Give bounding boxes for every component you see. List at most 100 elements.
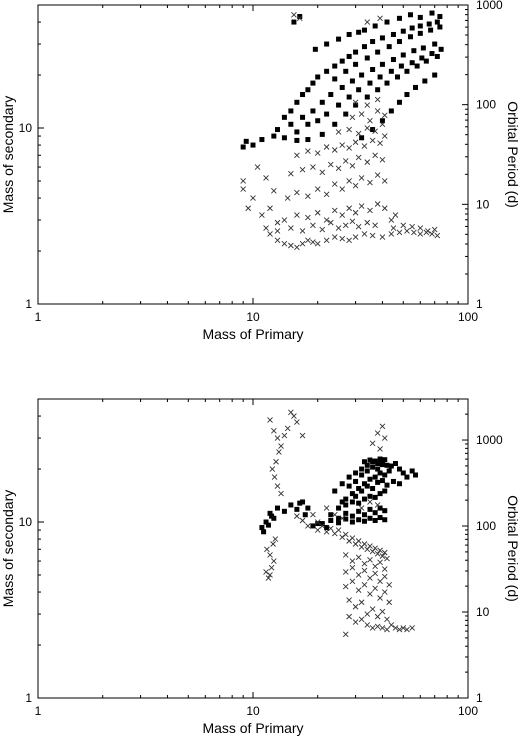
- cross-point: [396, 626, 403, 633]
- cross-point: [342, 569, 349, 575]
- square-point: [379, 35, 385, 41]
- square-point: [349, 499, 355, 505]
- cross-point: [431, 226, 438, 233]
- cross-point: [374, 201, 381, 207]
- square-point: [364, 468, 370, 474]
- square-point: [332, 76, 338, 82]
- cross-point: [294, 152, 300, 159]
- cross-point: [335, 527, 342, 533]
- cross-point: [358, 616, 365, 623]
- square-point: [367, 515, 373, 521]
- cross-point: [374, 550, 381, 557]
- square-point: [359, 135, 365, 141]
- x-tick-label: 1: [35, 310, 42, 324]
- cross-point: [281, 432, 288, 439]
- square-point: [409, 60, 415, 66]
- square-point: [429, 51, 435, 57]
- cross-point: [274, 228, 281, 234]
- square-point: [372, 517, 378, 523]
- square-point: [361, 496, 367, 502]
- cross-point: [327, 219, 334, 226]
- plot-frame: [37, 4, 469, 305]
- cross-point: [319, 523, 326, 529]
- cross-point: [381, 573, 388, 580]
- square-point: [370, 464, 376, 470]
- square-point: [434, 53, 440, 59]
- square-point: [356, 508, 362, 514]
- cross-point: [367, 543, 373, 549]
- square-point: [269, 513, 275, 519]
- square-point: [294, 99, 300, 105]
- cross-point: [327, 525, 334, 532]
- square-point: [310, 108, 316, 114]
- cross-point: [355, 223, 362, 230]
- cross-point: [372, 545, 378, 552]
- square-point: [339, 84, 345, 90]
- y2-tick-label: 100: [476, 98, 496, 112]
- square-point: [274, 505, 280, 511]
- cross-point: [240, 186, 246, 192]
- square-point: [336, 102, 342, 108]
- square-point: [370, 127, 376, 133]
- square-point: [367, 457, 373, 463]
- cross-point: [339, 142, 346, 148]
- cross-point: [299, 240, 306, 247]
- cross-point: [319, 169, 326, 176]
- cross-point: [379, 423, 386, 430]
- cross-point: [323, 217, 330, 223]
- cross-point: [349, 578, 356, 585]
- square-point: [319, 521, 325, 527]
- cross-point: [372, 222, 378, 229]
- cross-point: [278, 443, 284, 449]
- square-point: [372, 510, 378, 516]
- cross-point: [358, 203, 365, 209]
- square-point: [263, 519, 269, 525]
- square-point: [336, 36, 342, 42]
- cross-point: [268, 564, 275, 571]
- square-point: [353, 61, 359, 67]
- cross-point: [417, 225, 424, 231]
- cross-point: [400, 222, 407, 229]
- cross-point: [355, 538, 362, 544]
- cross-point: [352, 182, 359, 189]
- cross-point: [355, 587, 362, 593]
- cross-point: [339, 212, 346, 218]
- cross-point: [281, 240, 288, 247]
- cross-point: [346, 237, 352, 244]
- cross-point: [390, 225, 397, 231]
- cross-point: [372, 152, 378, 159]
- square-point: [343, 510, 349, 516]
- square-point: [400, 470, 406, 476]
- square-point: [379, 478, 385, 484]
- cross-point: [388, 622, 395, 628]
- square-point: [328, 517, 334, 523]
- cross-point: [374, 623, 381, 630]
- cross-point: [369, 137, 376, 144]
- cross-point: [342, 631, 349, 638]
- cross-point: [294, 244, 300, 251]
- square-point: [361, 44, 367, 50]
- cross-point: [314, 519, 321, 525]
- cross-point: [381, 205, 388, 212]
- square-point: [315, 118, 321, 124]
- cross-point: [310, 239, 316, 245]
- x-tick-label: 100: [458, 310, 478, 324]
- cross-point: [411, 229, 417, 236]
- cross-point: [267, 205, 273, 212]
- square-point: [409, 468, 415, 474]
- square-point: [319, 99, 325, 105]
- cross-point: [367, 556, 373, 563]
- cross-point: [299, 166, 306, 173]
- square-point: [305, 505, 311, 511]
- cross-point: [379, 553, 386, 559]
- cross-point: [271, 187, 277, 194]
- square-point: [372, 474, 378, 480]
- square-point: [346, 94, 352, 100]
- cross-point: [358, 111, 365, 117]
- y2-tick-label: 1000: [476, 433, 503, 447]
- x-tick-label: 100: [458, 704, 478, 718]
- cross-point: [272, 536, 279, 542]
